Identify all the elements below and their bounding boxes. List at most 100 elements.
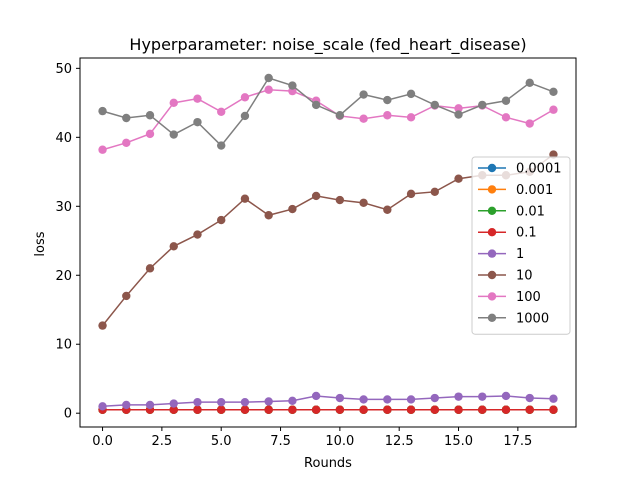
legend-item-10: 10 <box>478 269 533 284</box>
data-point <box>98 402 107 411</box>
data-point <box>122 138 131 148</box>
legend-label: 0.001 <box>516 183 553 198</box>
data-point <box>383 395 392 404</box>
data-point <box>311 391 321 401</box>
legend-item-1: 1 <box>478 247 524 262</box>
chart-title: Hyperparameter: noise_scale (fed_heart_d… <box>129 35 526 55</box>
data-point <box>145 264 155 273</box>
data-point <box>454 405 463 414</box>
data-point <box>383 205 392 214</box>
legend-label: 1000 <box>516 311 549 326</box>
legend-box <box>471 156 571 335</box>
y-tick-label: 0 <box>64 407 72 422</box>
data-point <box>454 174 463 183</box>
y-tick-label: 10 <box>55 338 72 353</box>
data-point <box>406 395 416 404</box>
data-point <box>169 405 178 414</box>
legend-item-1000: 1000 <box>478 311 549 326</box>
data-point <box>193 397 202 407</box>
data-point <box>169 130 178 139</box>
data-point <box>549 394 558 403</box>
data-point <box>122 291 131 301</box>
y-axis: 0 10 20 30 40 50 <box>55 62 80 422</box>
data-point <box>359 405 368 414</box>
data-point <box>549 105 558 114</box>
legend-item-100: 100 <box>478 290 541 305</box>
data-point <box>383 95 392 105</box>
data-point <box>217 107 226 117</box>
data-point <box>193 117 202 127</box>
data-point <box>145 129 155 139</box>
legend-marker <box>487 206 497 215</box>
data-point <box>335 195 345 205</box>
data-point <box>169 399 178 408</box>
data-point <box>383 111 392 120</box>
legend-item-0.0001: 0.0001 <box>478 162 562 177</box>
data-point <box>288 405 297 414</box>
data-point <box>454 104 463 113</box>
data-point <box>264 211 273 220</box>
legend-label: 0.0001 <box>516 162 562 177</box>
data-point <box>217 397 226 407</box>
legend-label: 0.1 <box>516 226 537 241</box>
series-100 <box>98 85 558 154</box>
data-point <box>430 100 439 110</box>
data-point <box>335 393 345 403</box>
data-point <box>501 391 511 401</box>
data-point <box>406 113 416 122</box>
data-point <box>478 392 487 401</box>
series-line-1000 <box>102 77 554 147</box>
x-tick-label: 7.5 <box>270 434 291 449</box>
data-point <box>217 405 226 414</box>
data-point <box>406 189 416 199</box>
data-point <box>549 87 558 97</box>
series-0.1 <box>98 405 558 414</box>
data-point <box>359 395 368 404</box>
y-tick-label: 20 <box>55 269 72 284</box>
data-point <box>193 230 202 239</box>
data-point <box>478 405 487 414</box>
data-point <box>98 106 107 116</box>
legend-marker <box>487 249 497 258</box>
data-point <box>264 405 273 414</box>
data-point <box>525 393 534 403</box>
data-point <box>264 85 273 94</box>
plot-area <box>79 57 577 428</box>
data-point <box>193 94 202 103</box>
y-tick-label: 30 <box>55 200 72 215</box>
data-point <box>240 194 250 203</box>
data-point <box>525 405 534 414</box>
data-point <box>240 397 250 407</box>
data-point <box>193 405 202 414</box>
x-tick-label: 15.0 <box>444 434 473 449</box>
data-point <box>264 397 273 406</box>
legend-label: 100 <box>516 290 541 305</box>
data-point <box>454 110 463 119</box>
data-point <box>335 405 345 414</box>
data-point <box>98 145 107 154</box>
data-point <box>406 89 416 99</box>
legend-label: 1 <box>516 247 524 262</box>
data-point <box>311 405 321 414</box>
data-point <box>98 321 107 330</box>
data-point <box>359 114 368 123</box>
legend-marker <box>487 185 497 194</box>
data-point <box>406 405 416 414</box>
x-tick-label: 0.0 <box>92 434 113 449</box>
data-point <box>478 100 487 110</box>
legend-item-0.001: 0.001 <box>478 183 553 198</box>
x-tick-label: 12.5 <box>385 434 414 449</box>
data-point <box>525 119 534 128</box>
legend-marker <box>487 313 497 322</box>
data-point <box>501 405 511 414</box>
legend-marker <box>487 270 497 280</box>
data-point <box>383 405 392 414</box>
data-point <box>335 111 345 120</box>
legend-item-0.01: 0.01 <box>478 204 545 219</box>
data-point <box>145 111 155 120</box>
data-point <box>359 198 368 208</box>
axes-frame <box>79 57 577 428</box>
data-point <box>240 111 250 121</box>
legend-item-0.1: 0.1 <box>478 226 537 241</box>
x-tick-label: 17.5 <box>503 434 532 449</box>
